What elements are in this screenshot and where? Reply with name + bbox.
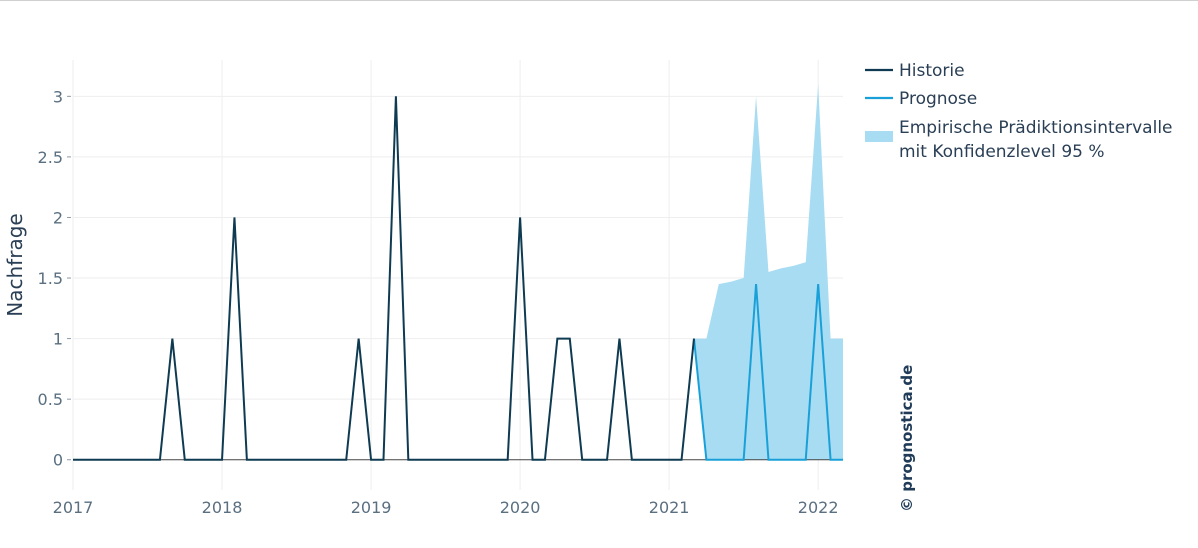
- prediction-interval-area: [73, 84, 843, 461]
- y-tick-label: 0: [53, 451, 63, 470]
- y-tick-label: 1: [53, 330, 63, 349]
- legend-label-historie: Historie: [899, 61, 965, 81]
- legend-item-historie[interactable]: Historie: [865, 61, 965, 81]
- y-tick-label: 0.5: [38, 390, 63, 409]
- y-tick-label: 2: [53, 208, 63, 227]
- legend-label-interval-line2: mit Konfidenzlevel 95 %: [899, 142, 1105, 162]
- x-tick-label: 2022: [798, 498, 839, 517]
- prediction-interval-band: [693, 84, 843, 460]
- x-tick-label: 2021: [649, 498, 690, 517]
- watermark: © prognostica.de: [898, 365, 916, 512]
- legend: Historie Prognose Empirische Prädiktions…: [865, 61, 1178, 162]
- legend-swatch-interval: [865, 131, 893, 142]
- x-tick-label: 2018: [202, 498, 243, 517]
- y-tick-label: 3: [53, 87, 63, 106]
- y-axis-title: Nachfrage: [3, 213, 27, 316]
- x-tick-label: 2019: [351, 498, 392, 517]
- series-lines: [73, 96, 843, 461]
- legend-label-interval: Empirische Prädiktionsintervalle mit Kon…: [899, 118, 1178, 162]
- legend-item-interval[interactable]: Empirische Prädiktionsintervalle mit Kon…: [865, 118, 1178, 162]
- top-border: [0, 0, 1198, 1]
- x-tick-label: 2017: [53, 498, 94, 517]
- forecast-line: [692, 284, 843, 461]
- legend-label-interval-line1: Empirische Prädiktionsintervalle: [899, 118, 1173, 138]
- y-tick-label: 1.5: [38, 269, 63, 288]
- legend-label-prognose: Prognose: [899, 89, 977, 109]
- y-axis: 0 0.5 1 1.5 2 2.5 3: [38, 87, 71, 470]
- x-axis: 2017 2018 2019 2020 2021 2022: [53, 498, 839, 517]
- y-tick-label: 2.5: [38, 148, 63, 167]
- legend-item-prognose[interactable]: Prognose: [865, 89, 977, 109]
- history-line: [73, 96, 695, 461]
- x-tick-label: 2020: [500, 498, 541, 517]
